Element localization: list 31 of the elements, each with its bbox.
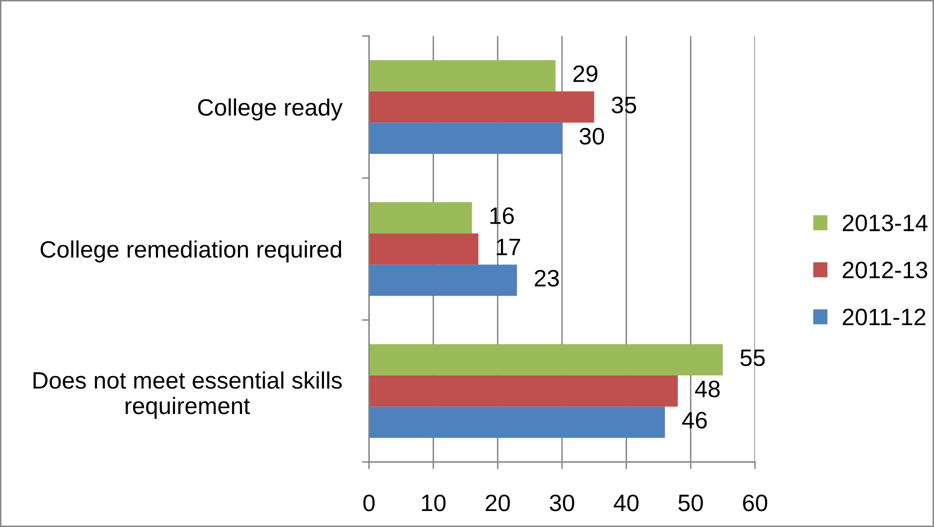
bar [369,406,665,438]
x-tick-label: 60 [743,494,768,512]
y-tick-label: College ready [198,98,343,120]
y-tick-label: College remediation required [40,240,342,262]
legend-label: 2011-12 [842,308,926,326]
legend-label: 2012-13 [842,262,928,278]
data-label: 29 [573,65,598,82]
bar [369,375,678,407]
bar [369,344,723,376]
bar [369,122,562,154]
data-label: 35 [612,96,636,114]
bar [369,202,472,234]
data-label: 55 [740,350,765,366]
x-tick-label: 0 [363,494,375,512]
data-label: 23 [534,270,559,287]
bar [369,91,594,123]
x-tick-label: 20 [486,494,510,512]
x-tick-label: 10 [422,494,446,512]
bar [369,264,517,296]
bar [369,60,556,92]
y-tick-label: Does not meet essential skills requirement [34,371,342,419]
data-label: 48 [695,380,720,398]
data-label: 16 [490,207,514,224]
x-tick-label: 50 [678,494,703,512]
x-tick-label: 30 [550,494,574,512]
data-label: 17 [496,238,520,256]
data-label: 46 [682,412,707,429]
bar [369,233,478,265]
x-tick-label: 40 [614,494,639,512]
data-label: 30 [580,128,604,145]
legend-label: 2013-14 [842,214,928,232]
